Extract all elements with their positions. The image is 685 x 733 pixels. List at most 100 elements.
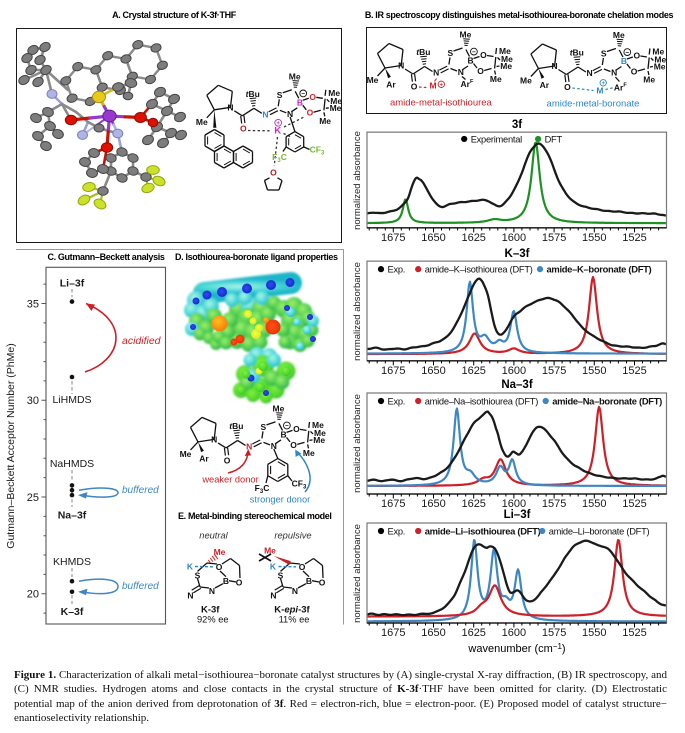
svg-text:N: N bbox=[187, 591, 193, 601]
svg-text:N: N bbox=[271, 441, 277, 451]
svg-text:M: M bbox=[429, 80, 436, 90]
svg-text:B: B bbox=[281, 429, 287, 439]
svg-text:+: + bbox=[440, 83, 444, 89]
svg-text:amide–Na–boronate (DFT): amide–Na–boronate (DFT) bbox=[552, 395, 662, 406]
svg-text:−: − bbox=[301, 91, 305, 98]
svg-text:Me: Me bbox=[613, 30, 625, 40]
svg-text:O: O bbox=[290, 440, 297, 450]
svg-text:Exp.: Exp. bbox=[388, 526, 406, 536]
svg-text:35: 35 bbox=[27, 298, 39, 310]
svg-text:S: S bbox=[601, 49, 607, 59]
svg-text:O: O bbox=[309, 92, 316, 102]
svg-text:Me: Me bbox=[500, 61, 512, 71]
svg-text:Me: Me bbox=[303, 448, 315, 458]
svg-text:1650: 1650 bbox=[421, 232, 445, 244]
svg-text:Experimental: Experimental bbox=[471, 135, 522, 145]
svg-text:1625: 1625 bbox=[461, 498, 485, 510]
svg-text:Me: Me bbox=[314, 428, 326, 438]
svg-text:N: N bbox=[552, 61, 558, 71]
svg-text:O: O bbox=[564, 82, 571, 92]
svg-text:O: O bbox=[299, 562, 306, 572]
svg-text:N: N bbox=[587, 68, 593, 78]
svg-text:1675: 1675 bbox=[381, 232, 405, 244]
svg-text:Me: Me bbox=[643, 75, 655, 85]
svg-text:1525: 1525 bbox=[622, 365, 646, 377]
svg-text:N: N bbox=[287, 109, 293, 119]
svg-text:Exp.: Exp. bbox=[388, 265, 406, 275]
svg-text:1575: 1575 bbox=[542, 498, 566, 510]
svg-text:Me: Me bbox=[490, 74, 502, 84]
svg-text:Me: Me bbox=[520, 76, 532, 86]
svg-text:S: S bbox=[277, 90, 283, 100]
svg-text:1600: 1600 bbox=[502, 232, 526, 244]
svg-text:F3C: F3C bbox=[255, 483, 270, 495]
svg-text:KHMDS: KHMDS bbox=[53, 556, 91, 568]
svg-text:1550: 1550 bbox=[582, 627, 606, 639]
svg-text:amide–K–isothiourea (DFT): amide–K–isothiourea (DFT) bbox=[425, 265, 533, 275]
svg-text:O: O bbox=[224, 455, 231, 465]
svg-text:repulsive: repulsive bbox=[274, 531, 311, 541]
svg-text:O: O bbox=[319, 578, 326, 588]
svg-text:O: O bbox=[270, 167, 277, 177]
svg-text:1600: 1600 bbox=[502, 365, 526, 377]
svg-text:Ar: Ar bbox=[540, 80, 550, 90]
svg-text:Me: Me bbox=[312, 420, 324, 430]
svg-text:O: O bbox=[480, 50, 487, 60]
svg-text:Me: Me bbox=[367, 75, 379, 85]
svg-text:ArF: ArF bbox=[460, 79, 473, 89]
svg-text:Me: Me bbox=[501, 54, 513, 64]
svg-text:Gutmann–Beckett Acceptor Numbe: Gutmann–Beckett Acceptor Number (PhMe) bbox=[5, 343, 17, 548]
svg-text:Na–3f: Na–3f bbox=[58, 510, 87, 522]
svg-text:O: O bbox=[631, 66, 638, 76]
svg-text:N: N bbox=[211, 434, 217, 444]
svg-text:B: B bbox=[306, 576, 312, 586]
svg-text:Li–3f: Li–3f bbox=[60, 278, 85, 290]
svg-text:tBu: tBu bbox=[246, 89, 260, 99]
svg-text:O: O bbox=[293, 424, 300, 434]
svg-text:1675: 1675 bbox=[381, 498, 405, 510]
svg-text:amide–Na–isothiourea (DFT): amide–Na–isothiourea (DFT) bbox=[425, 396, 539, 406]
svg-text:N: N bbox=[292, 586, 298, 596]
svg-text:1575: 1575 bbox=[542, 365, 566, 377]
svg-text:25: 25 bbox=[27, 492, 39, 504]
svg-text:CF3: CF3 bbox=[310, 145, 325, 157]
svg-text:Me: Me bbox=[272, 404, 284, 414]
svg-text:N: N bbox=[270, 591, 276, 601]
svg-text:S: S bbox=[260, 422, 266, 432]
svg-text:F3C: F3C bbox=[272, 152, 287, 164]
svg-text:O: O bbox=[307, 108, 314, 118]
svg-text:Me: Me bbox=[330, 103, 342, 113]
svg-text:amide–K–boronate (DFT): amide–K–boronate (DFT) bbox=[547, 264, 652, 275]
svg-text:1525: 1525 bbox=[622, 232, 646, 244]
svg-text:Me: Me bbox=[654, 62, 666, 72]
svg-text:1625: 1625 bbox=[461, 232, 485, 244]
svg-text:1600: 1600 bbox=[502, 498, 526, 510]
svg-text:Ar: Ar bbox=[199, 453, 209, 463]
svg-text:B: B bbox=[223, 576, 229, 586]
svg-text:1550: 1550 bbox=[582, 365, 606, 377]
svg-text:1575: 1575 bbox=[542, 232, 566, 244]
svg-text:M: M bbox=[596, 86, 603, 96]
svg-text:Me: Me bbox=[196, 117, 208, 127]
svg-text:20: 20 bbox=[27, 589, 39, 601]
svg-text:buffered: buffered bbox=[122, 581, 159, 592]
svg-text:tBu: tBu bbox=[416, 47, 430, 57]
svg-text:S: S bbox=[447, 48, 453, 58]
svg-text:O: O bbox=[411, 82, 418, 92]
svg-text:weaker donor: weaker donor bbox=[201, 475, 258, 485]
svg-text:1675: 1675 bbox=[381, 627, 405, 639]
svg-text:N: N bbox=[209, 586, 215, 596]
svg-text:1525: 1525 bbox=[622, 498, 646, 510]
svg-text:amide–Li–boronate (DFT): amide–Li–boronate (DFT) bbox=[549, 526, 650, 536]
svg-text:N: N bbox=[227, 102, 233, 112]
svg-text:1625: 1625 bbox=[461, 365, 485, 377]
svg-text:B: B bbox=[297, 97, 303, 107]
svg-text:O: O bbox=[240, 123, 247, 133]
svg-text:Me: Me bbox=[330, 96, 342, 106]
svg-text:K: K bbox=[187, 562, 194, 572]
svg-text:tBu: tBu bbox=[570, 48, 584, 58]
svg-text:O: O bbox=[633, 51, 640, 61]
svg-text:amide-metal-isothiourea: amide-metal-isothiourea bbox=[390, 98, 493, 109]
svg-text:buffered: buffered bbox=[122, 485, 159, 496]
svg-text:K-epi-3f: K-epi-3f bbox=[274, 605, 310, 616]
